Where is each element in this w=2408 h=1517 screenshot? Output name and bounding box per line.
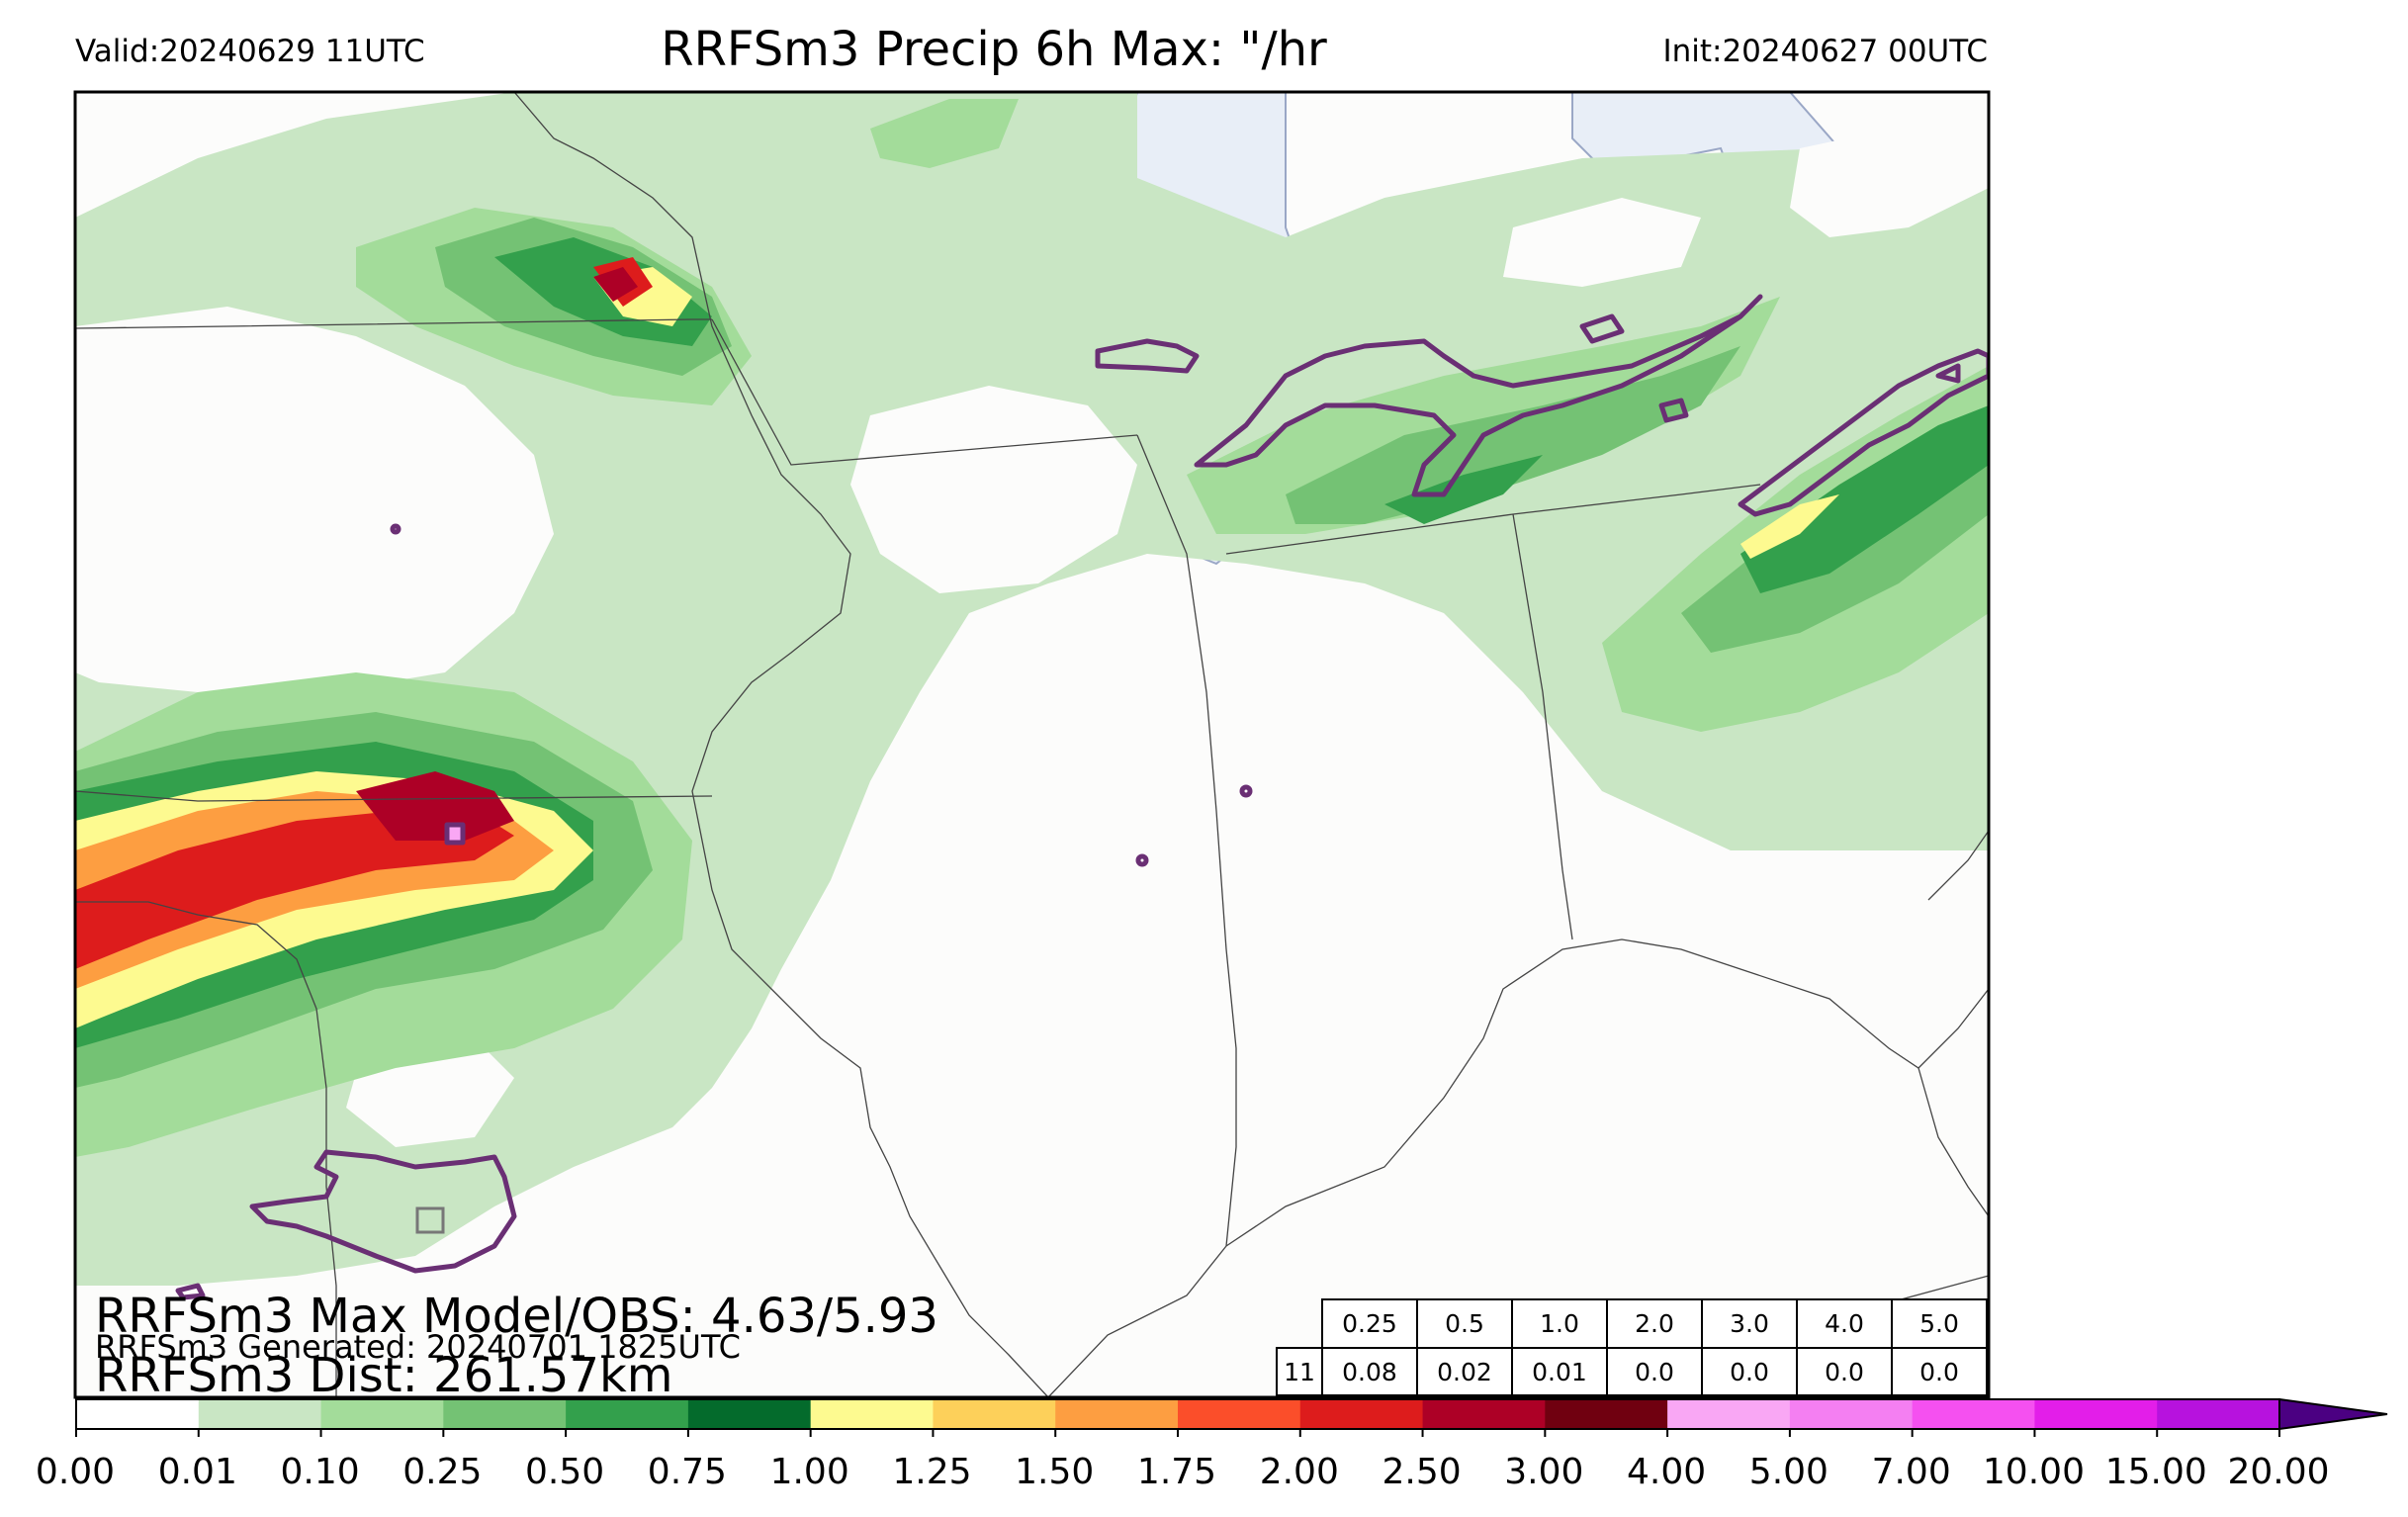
colorbar-segment (810, 1399, 934, 1429)
chart-title: RRFSm3 Precip 6h Max: "/hr (661, 22, 1327, 77)
threshold-cell: 1.0 (1511, 1298, 1608, 1349)
colorbar-segment (1299, 1399, 1424, 1429)
colorbar-tick-label: 2.00 (1259, 1452, 1339, 1492)
value-cell: 0.0 (1891, 1347, 1988, 1396)
colorbar-segment (933, 1399, 1056, 1429)
stats-row-label: 11 (1276, 1347, 1323, 1396)
colorbar-segment (566, 1399, 689, 1429)
value-cell: 0.0 (1606, 1347, 1703, 1396)
colorbar-segment (1055, 1399, 1179, 1429)
colorbar-tick-label: 10.00 (1982, 1452, 2085, 1492)
max-model-obs-text: RRFSm3 Max Model/OBS: 4.63/5.93 (95, 1289, 938, 1344)
init-time: Init:20240627 00UTC (1662, 34, 1988, 69)
value-cell: 0.0 (1701, 1347, 1798, 1396)
colorbar-segment (2157, 1399, 2280, 1429)
stats-table: 11 0.25 0.5 1.0 2.0 3.0 4.0 5.0 0.08 0.0… (1276, 1298, 1988, 1396)
generated-text: RRFSm3 Generated: 20240701 1825UTC (95, 1328, 741, 1366)
value-cell: 0.08 (1321, 1347, 1418, 1396)
valid-time: Valid:20240629 11UTC (75, 34, 425, 69)
value-cell: 0.0 (1796, 1347, 1893, 1396)
site-marker (415, 1206, 445, 1234)
distance-text: RRFSm3 Dist: 261.57km (95, 1348, 673, 1403)
colorbar-tick-label: 0.00 (35, 1452, 116, 1492)
colorbar-tick-label: 0.01 (157, 1452, 237, 1492)
colorbar-tick-label: 0.50 (525, 1452, 605, 1492)
value-cell: 0.01 (1511, 1347, 1608, 1396)
colorbar-tick-label: 7.00 (1871, 1452, 1951, 1492)
colorbar-segment (1545, 1399, 1668, 1429)
threshold-cell: 0.25 (1321, 1298, 1418, 1349)
colorbar-tick-label: 15.00 (2104, 1452, 2207, 1492)
colorbar-tick-label: 0.10 (280, 1452, 360, 1492)
threshold-cell: 2.0 (1606, 1298, 1703, 1349)
colorbar-segment (443, 1399, 567, 1429)
colorbar (75, 1397, 2388, 1437)
colorbar-tick-label: 1.75 (1136, 1452, 1217, 1492)
colorbar-segment (76, 1399, 200, 1429)
threshold-cell: 3.0 (1701, 1298, 1798, 1349)
value-cell: 0.02 (1416, 1347, 1513, 1396)
colorbar-segment (198, 1399, 322, 1429)
map-frame (73, 90, 1991, 1399)
threshold-cell: 4.0 (1796, 1298, 1893, 1349)
precip-gaps (75, 109, 1989, 1147)
colorbar-segment (687, 1399, 812, 1429)
colorbar-segment (1667, 1399, 1791, 1429)
colorbar-tick-label: 1.00 (769, 1452, 849, 1492)
colorbar-tick-label: 3.00 (1504, 1452, 1584, 1492)
obs-contours (175, 294, 1989, 1300)
colorbar-tick-label: 5.00 (1748, 1452, 1828, 1492)
colorbar-tick-label: 0.25 (402, 1452, 483, 1492)
colorbar-tick-label: 2.50 (1382, 1452, 1462, 1492)
threshold-cell: 0.5 (1416, 1298, 1513, 1349)
colorbar-segment (1422, 1399, 1546, 1429)
colorbar-segment (1789, 1399, 1914, 1429)
colorbar-tick-label: 0.75 (647, 1452, 727, 1492)
colorbar-segment (1912, 1399, 2035, 1429)
colorbar-tick-label: 1.25 (892, 1452, 972, 1492)
colorbar-segment (1178, 1399, 1301, 1429)
colorbar-tick-label: 20.00 (2227, 1452, 2330, 1492)
colorbar-extend-arrow (2278, 1397, 2388, 1431)
precip-darkred (356, 267, 638, 841)
colorbar-tick-label: 4.00 (1627, 1452, 1707, 1492)
colorbar-tick-label: 1.50 (1015, 1452, 1095, 1492)
colorbar-segment (320, 1399, 444, 1429)
colorbar-segment (2034, 1399, 2158, 1429)
threshold-cell: 5.0 (1891, 1298, 1988, 1349)
